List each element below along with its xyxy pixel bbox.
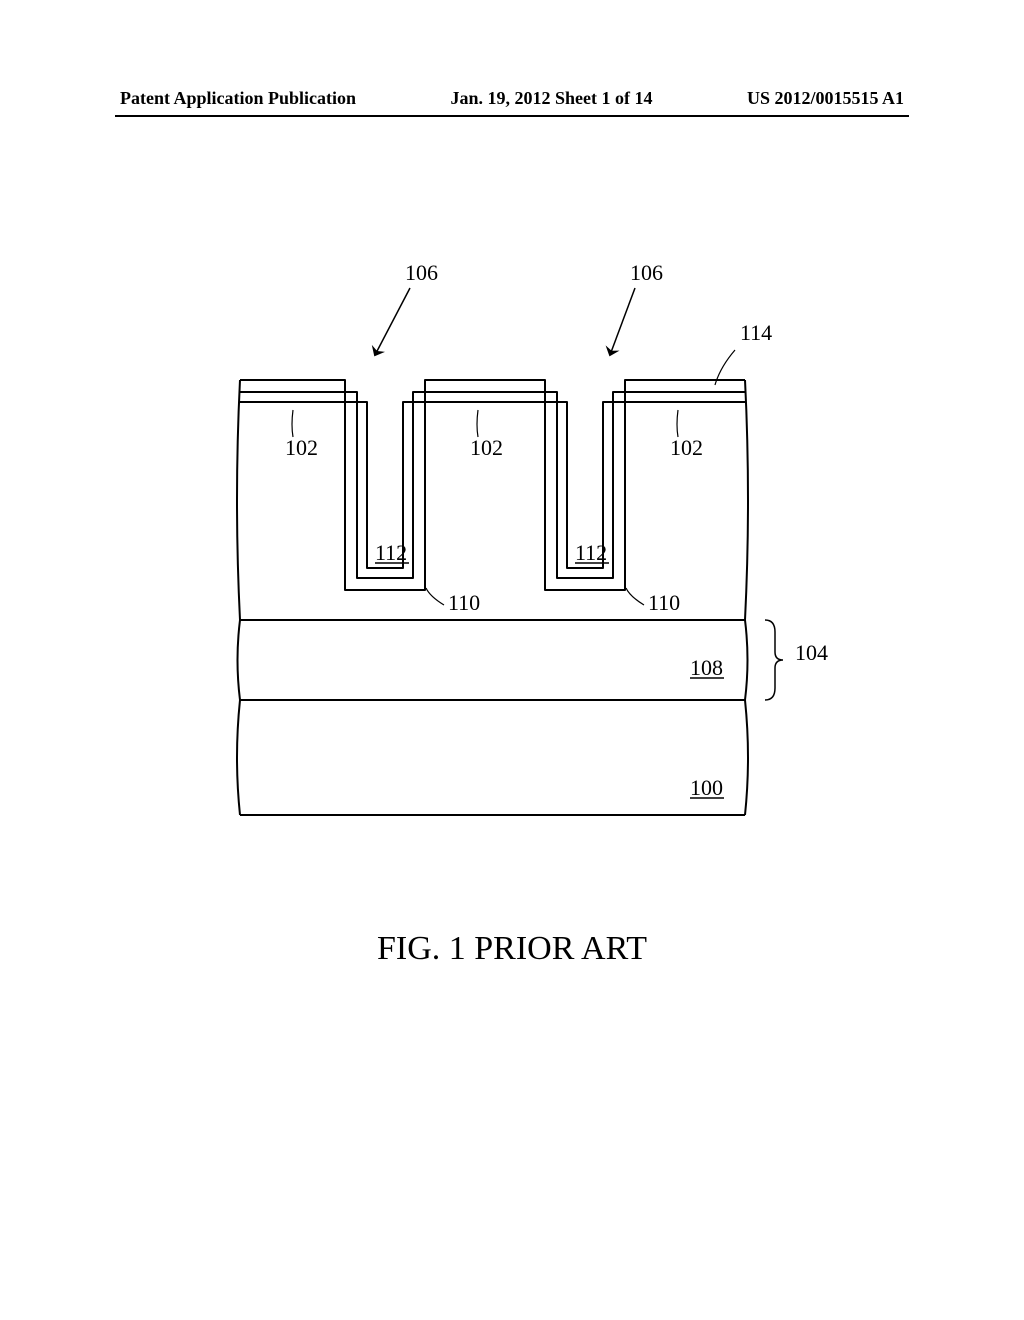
- patent-diagram: 106 106 102 102 102 112 112 108 100 114 110 110 104: [180, 260, 860, 860]
- figure-caption: FIG. 1 PRIOR ART: [0, 930, 1024, 968]
- svg-text:102: 102: [470, 435, 503, 460]
- header-rule: [115, 115, 909, 117]
- svg-text:110: 110: [648, 590, 680, 615]
- svg-text:102: 102: [285, 435, 318, 460]
- header-left: Patent Application Publication: [120, 88, 356, 109]
- svg-text:104: 104: [795, 640, 828, 665]
- header-right: US 2012/0015515 A1: [747, 88, 904, 109]
- header-center: Jan. 19, 2012 Sheet 1 of 14: [451, 88, 653, 109]
- svg-text:110: 110: [448, 590, 480, 615]
- svg-text:114: 114: [740, 320, 772, 345]
- svg-text:102: 102: [670, 435, 703, 460]
- svg-text:108: 108: [690, 655, 723, 680]
- svg-text:106: 106: [630, 260, 663, 285]
- svg-text:112: 112: [575, 540, 607, 565]
- page-header: Patent Application Publication Jan. 19, …: [0, 88, 1024, 109]
- svg-text:106: 106: [405, 260, 438, 285]
- svg-text:100: 100: [690, 775, 723, 800]
- caption-text: FIG. 1 PRIOR ART: [377, 930, 647, 967]
- svg-text:112: 112: [375, 540, 407, 565]
